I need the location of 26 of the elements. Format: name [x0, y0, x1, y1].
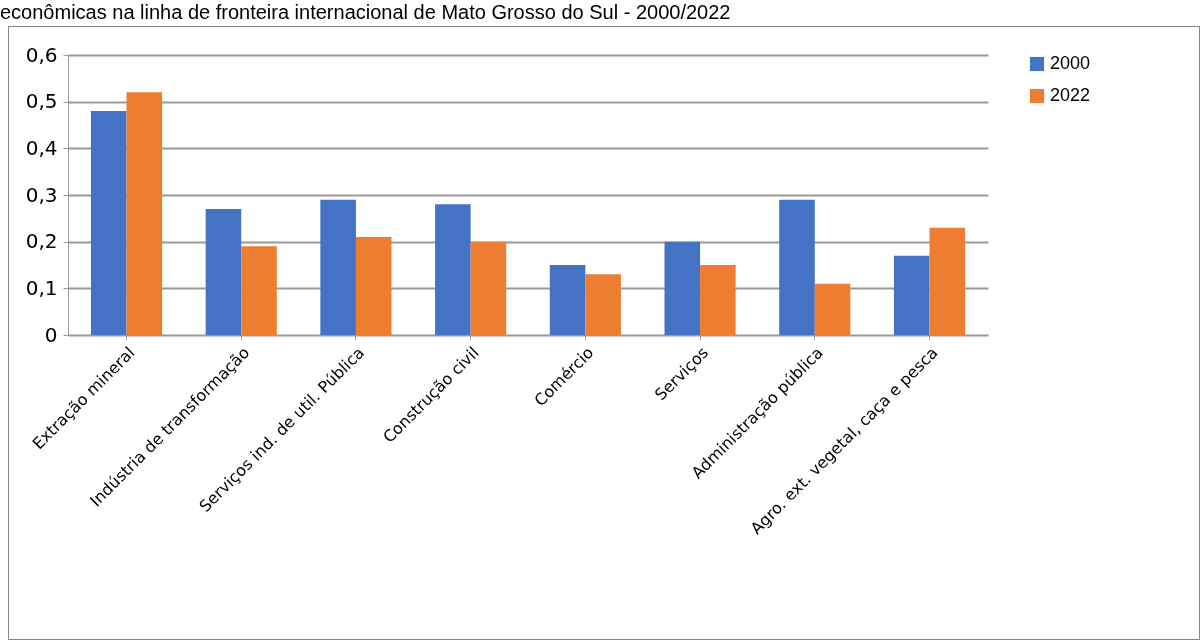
y-tick-label: 0,2 [25, 229, 58, 254]
bar [893, 255, 930, 335]
bar [205, 209, 242, 335]
bar [355, 237, 392, 335]
y-tick-label: 0,1 [25, 275, 58, 300]
y-tick-label: 0,3 [25, 182, 58, 207]
bar [470, 241, 507, 335]
y-tick-label: 0,4 [25, 135, 58, 160]
bar [585, 274, 621, 335]
bar [435, 204, 471, 335]
y-tick-label: 0 [44, 322, 58, 347]
bar [241, 246, 277, 335]
legend-label: 2000 [1050, 53, 1091, 73]
chart-title: econômicas na linha de fronteira internacional de Mato Grosso do Sul - 2000/2022 [0, 0, 731, 24]
bar [126, 92, 163, 335]
bar [700, 265, 736, 335]
bar [929, 227, 966, 335]
bar [779, 199, 815, 335]
legend-label: 2022 [1050, 85, 1091, 105]
y-tick-label: 0,5 [25, 89, 58, 114]
bar [320, 199, 356, 335]
bar [90, 111, 127, 335]
bar [664, 241, 701, 335]
bar [549, 265, 586, 335]
y-tick-label: 0,6 [25, 42, 58, 67]
bar [814, 283, 851, 335]
